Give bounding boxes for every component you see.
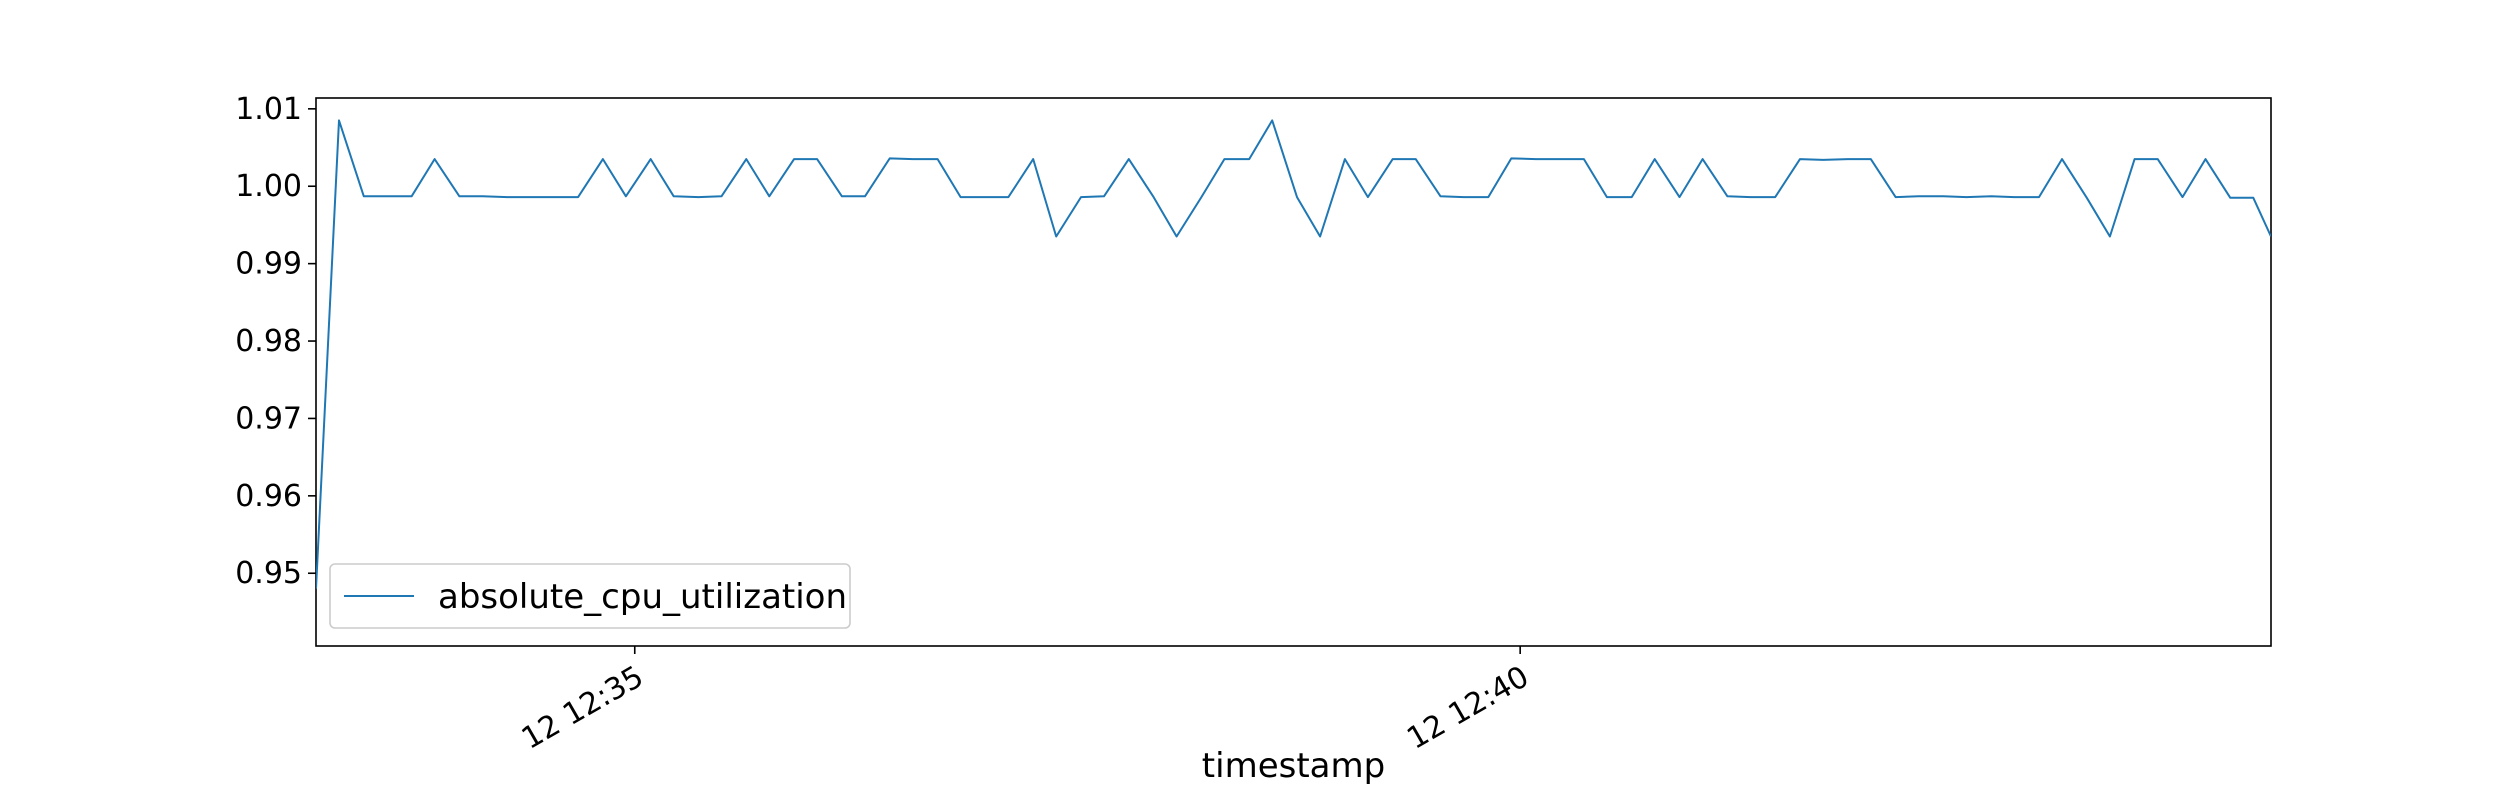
legend: absolute_cpu_utilization [329,563,851,629]
legend-box [329,563,851,629]
y-tick-label: 0.97 [235,401,302,436]
y-tick-label: 0.96 [235,479,302,514]
legend-entry-label: absolute_cpu_utilization [438,577,847,617]
y-tick-label: 0.95 [235,556,302,591]
series-layer [316,119,2271,589]
y-axis: 0.95 0.96 0.97 0.98 0.99 1.00 1.01 [235,92,316,591]
y-tick-label: 0.98 [235,324,302,359]
y-tick-label: 1.00 [235,169,302,204]
y-tick-label: 1.01 [235,92,302,127]
x-axis-title: timestamp [1202,746,1385,786]
y-tick-label: 0.99 [235,247,302,282]
plot-frame [315,97,2272,647]
series-line-absolute_cpu_utilization [316,119,2271,589]
